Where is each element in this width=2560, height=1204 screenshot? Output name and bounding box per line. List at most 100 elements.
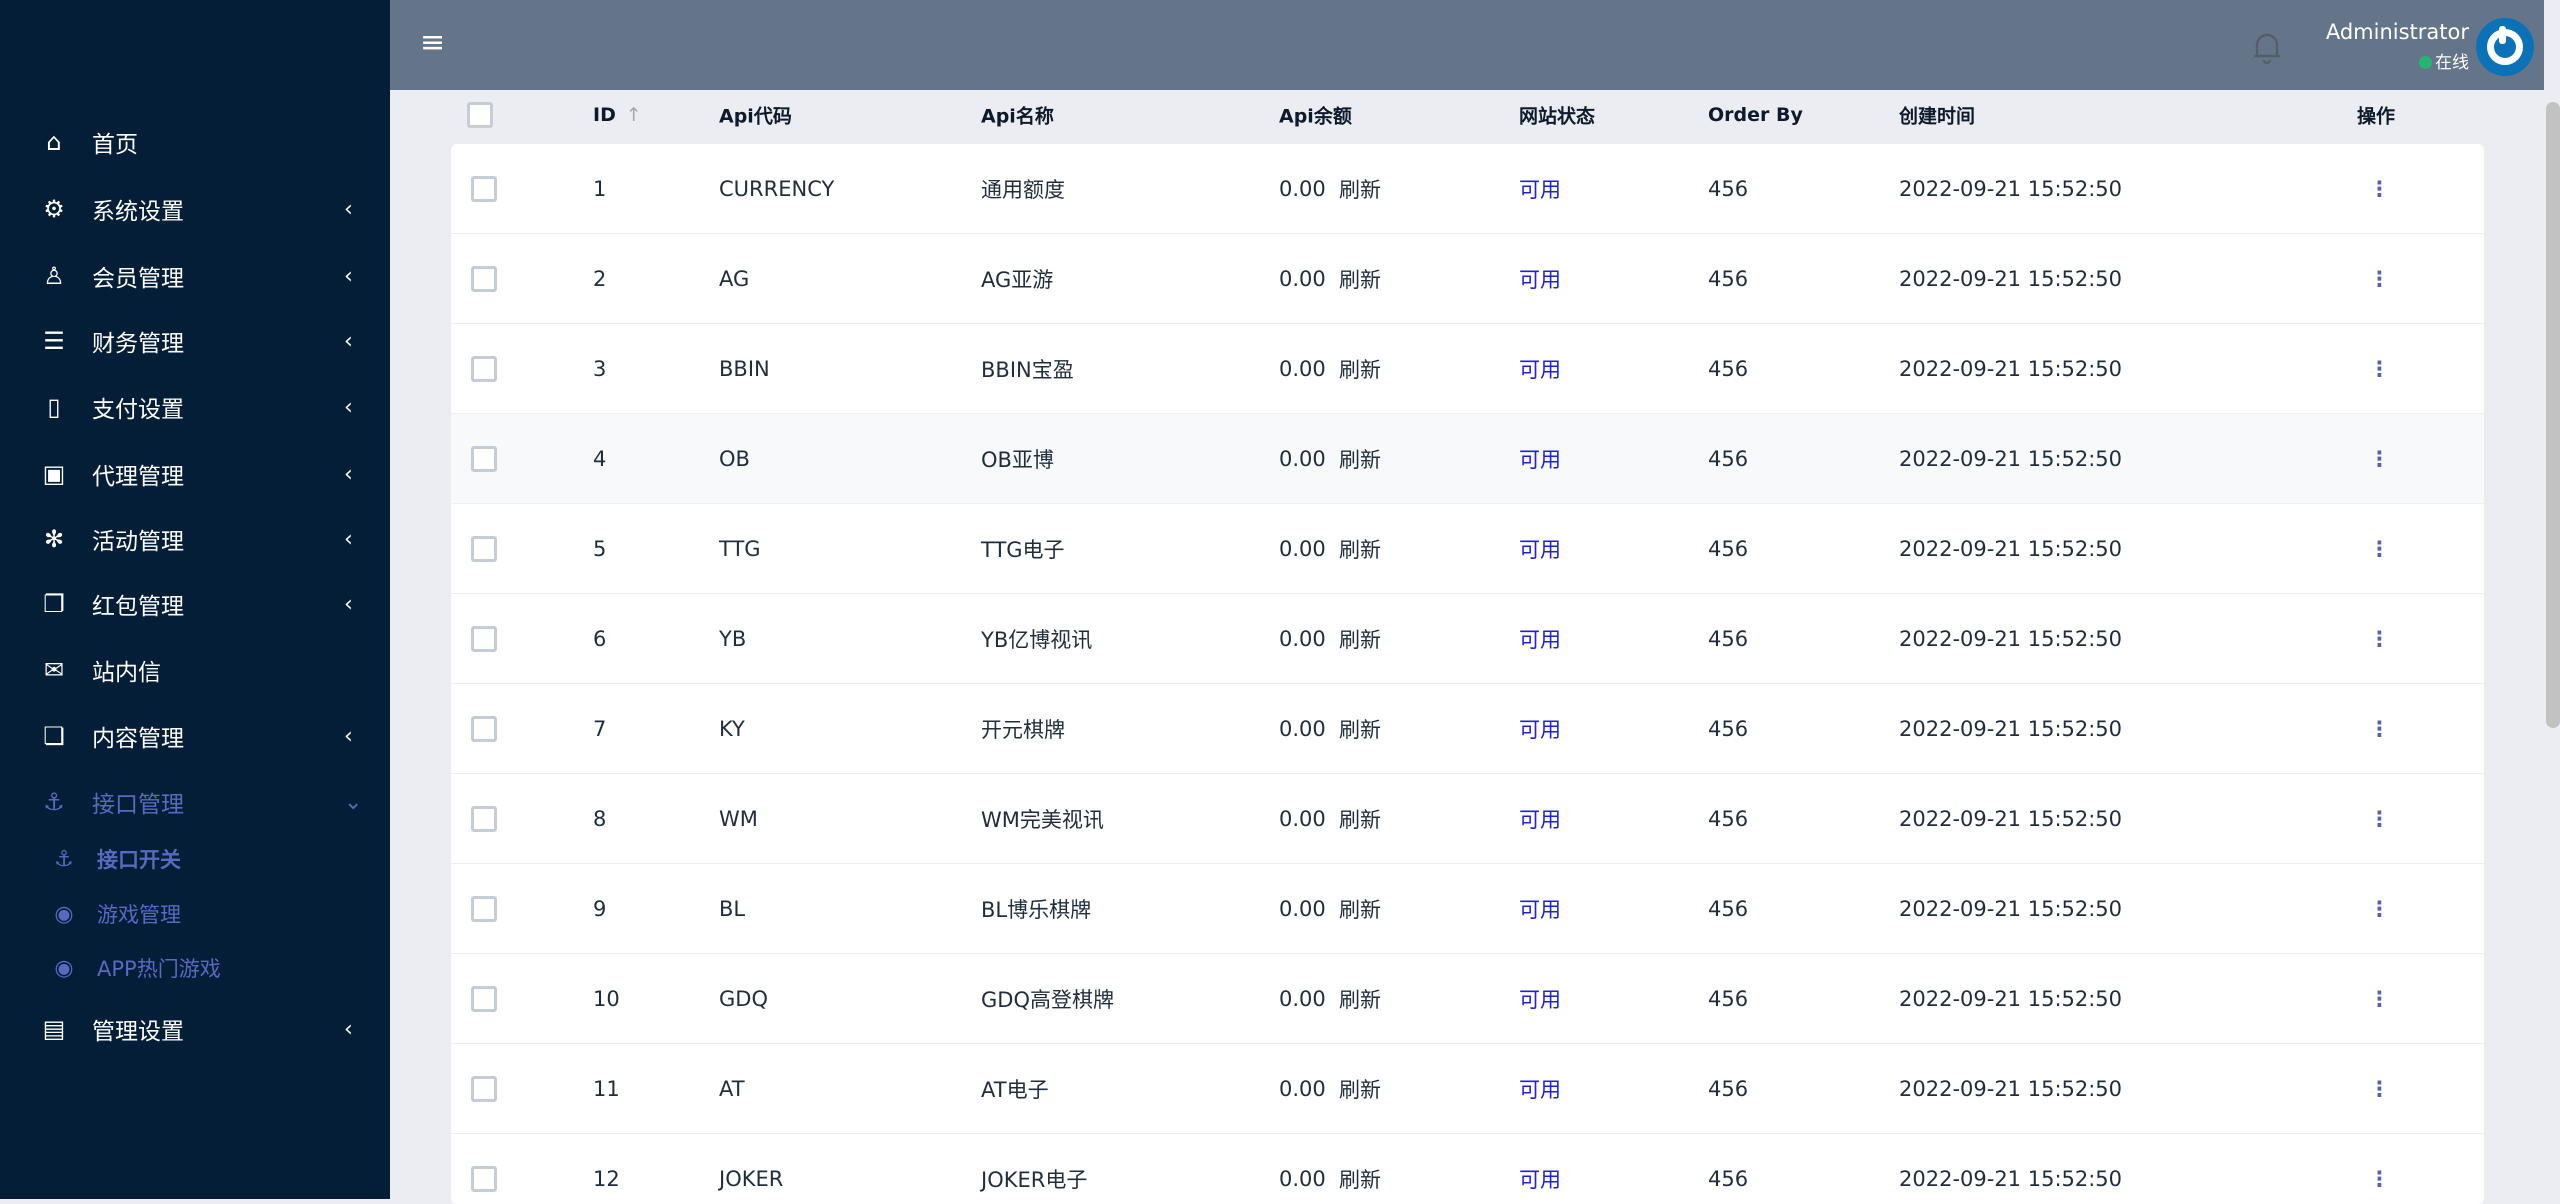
- sidebar-item-9[interactable]: ❏ 内容管理 ‹: [0, 711, 390, 761]
- api-table: 1 CURRENCY 通用额度 0.00 刷新 可用 456 2022-09-2…: [451, 144, 2484, 1204]
- row-checkbox[interactable]: [471, 1165, 497, 1192]
- row-checkbox[interactable]: [471, 265, 497, 292]
- refresh-link[interactable]: 刷新: [1339, 537, 1381, 562]
- status-link[interactable]: 可用: [1519, 447, 1561, 472]
- scrollbar[interactable]: [2544, 90, 2560, 1199]
- user-info[interactable]: Administrator 在线: [2326, 20, 2469, 73]
- refresh-link[interactable]: 刷新: [1339, 267, 1381, 292]
- sidebar-item-0[interactable]: ⌂ 首页: [0, 117, 390, 167]
- status-link[interactable]: 可用: [1519, 987, 1561, 1012]
- bell-icon[interactable]: [2252, 30, 2282, 64]
- refresh-link[interactable]: 刷新: [1339, 807, 1381, 832]
- sidebar-item-label: 支付设置: [92, 397, 184, 423]
- more-vertical-icon[interactable]: ⋮: [2369, 716, 2390, 741]
- sidebar-item-label: 红包管理: [92, 594, 184, 620]
- gears-icon: ⚙: [43, 195, 65, 223]
- sidebar-item-6[interactable]: ✻ 活动管理 ‹: [0, 514, 390, 564]
- cell-id: 8: [593, 806, 607, 831]
- row-checkbox[interactable]: [471, 625, 497, 652]
- sidebar-item-2[interactable]: ♙ 会员管理 ‹: [0, 251, 390, 301]
- more-vertical-icon[interactable]: ⋮: [2369, 536, 2390, 561]
- more-vertical-icon[interactable]: ⋮: [2369, 626, 2390, 651]
- cell-order: 456: [1708, 446, 1749, 471]
- row-checkbox[interactable]: [471, 715, 497, 742]
- refresh-link[interactable]: 刷新: [1339, 1077, 1381, 1102]
- refresh-link[interactable]: 刷新: [1339, 897, 1381, 922]
- status-link[interactable]: 可用: [1519, 177, 1561, 202]
- cell-order: 456: [1708, 986, 1749, 1011]
- more-vertical-icon[interactable]: ⋮: [2369, 806, 2390, 831]
- cell-code: YB: [719, 626, 747, 651]
- refresh-link[interactable]: 刷新: [1339, 1167, 1381, 1192]
- status-link[interactable]: 可用: [1519, 627, 1561, 652]
- sidebar-item-1[interactable]: ⚙ 系统设置 ‹: [0, 184, 390, 234]
- status-link[interactable]: 可用: [1519, 807, 1561, 832]
- sidebar-item-11[interactable]: ⚓ 接口开关: [0, 834, 390, 884]
- more-vertical-icon[interactable]: ⋮: [2369, 446, 2390, 471]
- row-checkbox[interactable]: [471, 175, 497, 202]
- row-checkbox[interactable]: [471, 985, 497, 1012]
- cell-time: 2022-09-21 15:52:50: [1899, 806, 2123, 831]
- more-vertical-icon[interactable]: ⋮: [2369, 986, 2390, 1011]
- sidebar-item-14[interactable]: ▤ 管理设置 ‹: [0, 1004, 390, 1054]
- user-status: 在线: [2326, 48, 2469, 73]
- table-row: 6 YB YB亿博视讯 0.00 刷新 可用 456 2022-09-21 15…: [451, 594, 2484, 684]
- status-link[interactable]: 可用: [1519, 897, 1561, 922]
- more-vertical-icon[interactable]: ⋮: [2369, 1166, 2390, 1191]
- select-all-checkbox[interactable]: [467, 102, 493, 128]
- more-vertical-icon[interactable]: ⋮: [2369, 176, 2390, 201]
- status-link[interactable]: 可用: [1519, 1077, 1561, 1102]
- status-link[interactable]: 可用: [1519, 717, 1561, 742]
- cell-order: 456: [1708, 176, 1749, 201]
- cell-name: YB亿博视讯: [981, 627, 1093, 652]
- row-checkbox[interactable]: [471, 805, 497, 832]
- sidebar-item-8[interactable]: ✉ 站内信: [0, 645, 390, 695]
- refresh-link[interactable]: 刷新: [1339, 627, 1381, 652]
- cell-order: 456: [1708, 1166, 1749, 1191]
- cell-time: 2022-09-21 15:52:50: [1899, 986, 2123, 1011]
- row-checkbox[interactable]: [471, 1075, 497, 1102]
- row-checkbox[interactable]: [471, 895, 497, 922]
- cell-id: 12: [593, 1166, 620, 1191]
- scrollbar-thumb[interactable]: [2546, 102, 2560, 728]
- sidebar-item-13[interactable]: ◉ APP热门游戏: [0, 943, 390, 993]
- status-link[interactable]: 可用: [1519, 537, 1561, 562]
- status-link[interactable]: 可用: [1519, 357, 1561, 382]
- sidebar-item-5[interactable]: ▣ 代理管理 ‹: [0, 449, 390, 499]
- refresh-link[interactable]: 刷新: [1339, 447, 1381, 472]
- refresh-link[interactable]: 刷新: [1339, 987, 1381, 1012]
- status-link[interactable]: 可用: [1519, 267, 1561, 292]
- sidebar-item-label: 财务管理: [92, 331, 184, 357]
- cell-time: 2022-09-21 15:52:50: [1899, 176, 2123, 201]
- cell-balance: 0.00: [1279, 1166, 1326, 1191]
- sidebar-item-12[interactable]: ◉ 游戏管理: [0, 889, 390, 939]
- cell-name: TTG电子: [981, 537, 1065, 562]
- col-id[interactable]: ID ↑: [593, 104, 642, 126]
- row-checkbox[interactable]: [471, 445, 497, 472]
- cell-balance: 0.00: [1279, 1076, 1326, 1101]
- refresh-link[interactable]: 刷新: [1339, 717, 1381, 742]
- refresh-link[interactable]: 刷新: [1339, 177, 1381, 202]
- sidebar-item-label: 接口管理: [92, 792, 184, 818]
- row-checkbox[interactable]: [471, 535, 497, 562]
- cell-name: OB亚博: [981, 447, 1054, 472]
- more-vertical-icon[interactable]: ⋮: [2369, 1076, 2390, 1101]
- sidebar-item-3[interactable]: ☰ 财务管理 ‹: [0, 316, 390, 366]
- more-vertical-icon[interactable]: ⋮: [2369, 896, 2390, 921]
- refresh-link[interactable]: 刷新: [1339, 357, 1381, 382]
- more-vertical-icon[interactable]: ⋮: [2369, 356, 2390, 381]
- chevron-icon: ‹: [344, 723, 353, 749]
- more-vertical-icon[interactable]: ⋮: [2369, 266, 2390, 291]
- sidebar-item-7[interactable]: ❐ 红包管理 ‹: [0, 579, 390, 629]
- menu-toggle-icon[interactable]: ≡: [420, 25, 446, 60]
- col-status: 网站状态: [1519, 105, 1596, 128]
- row-checkbox[interactable]: [471, 355, 497, 382]
- status-link[interactable]: 可用: [1519, 1167, 1561, 1192]
- cell-order: 456: [1708, 626, 1749, 651]
- sidebar-item-10[interactable]: ⚓ 接口管理 ⌄: [0, 777, 390, 827]
- sort-arrow-icon[interactable]: ↑: [625, 104, 642, 126]
- avatar[interactable]: [2476, 18, 2534, 76]
- cell-id: 7: [593, 716, 607, 741]
- clone-icon: ❐: [43, 590, 65, 618]
- sidebar-item-4[interactable]: ▯ 支付设置 ‹: [0, 382, 390, 432]
